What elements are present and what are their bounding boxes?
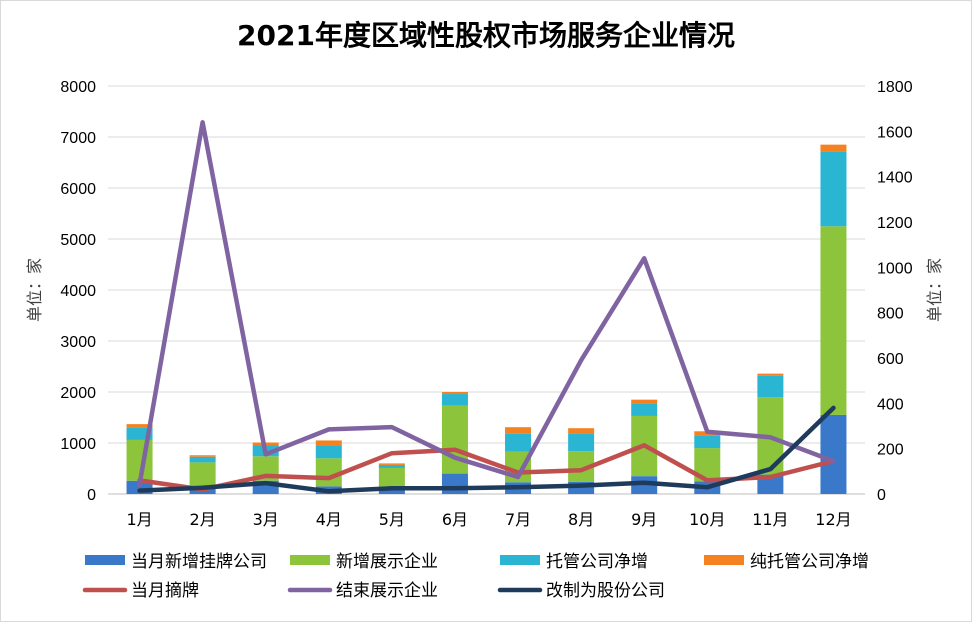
- y-left-tick-label: 8000: [60, 79, 96, 96]
- x-tick-label: 4月: [316, 510, 342, 529]
- legend-swatch: [704, 555, 744, 565]
- x-tick-label: 9月: [631, 510, 657, 529]
- legend-swatch: [85, 555, 125, 565]
- bar-segment: [505, 427, 532, 434]
- x-tick-label: 5月: [379, 510, 405, 529]
- x-tick-label: 6月: [442, 510, 468, 529]
- x-tick-label: 11月: [752, 510, 788, 529]
- y-right-tick-label: 200: [877, 442, 904, 459]
- bar-segment: [757, 373, 784, 376]
- legend-swatch: [500, 555, 540, 565]
- y-left-tick-label: 7000: [60, 130, 96, 147]
- bar-segment: [378, 467, 405, 488]
- bar-segment: [568, 433, 595, 452]
- bar-segment: [694, 435, 721, 449]
- legend-label: 当月新增挂牌公司: [131, 552, 267, 572]
- bar-segment: [820, 414, 847, 494]
- y-right-tick-label: 600: [877, 351, 904, 368]
- x-tick-label: 10月: [689, 510, 725, 529]
- bar-segment: [189, 456, 216, 463]
- legend-label: 当月摘牌: [131, 581, 199, 601]
- y-left-tick-label: 4000: [60, 283, 96, 300]
- bar-segment: [441, 473, 468, 494]
- bar-segment: [631, 399, 658, 404]
- chart-title: 2021年度区域性股权市场服务企业情况: [237, 19, 735, 52]
- line-series: [137, 120, 836, 488]
- y-right-tick-label: 1000: [877, 260, 913, 277]
- bar-segment: [441, 392, 468, 395]
- bar-segment: [189, 455, 216, 457]
- line-series: [137, 405, 836, 494]
- x-tick-label: 7月: [505, 510, 531, 529]
- x-tick-label: 3月: [253, 510, 279, 529]
- y-right-tick-label: 1600: [877, 124, 913, 141]
- bar-segment: [378, 487, 405, 494]
- bar-segment: [631, 476, 658, 494]
- y-right-axis-title: 单位：家: [925, 258, 944, 322]
- bar-segment: [441, 405, 468, 474]
- bar-segment: [820, 151, 847, 227]
- bar-segment: [568, 428, 595, 434]
- bar-segment: [378, 464, 405, 468]
- legend-label: 结束展示企业: [336, 581, 438, 601]
- legend-label: 纯托管公司净增: [750, 552, 869, 572]
- legend-label: 新增展示企业: [336, 552, 438, 572]
- bar-segment: [820, 144, 847, 152]
- x-tick-label: 12月: [815, 510, 851, 529]
- y-left-tick-label: 1000: [60, 436, 96, 453]
- x-tick-label: 2月: [190, 510, 216, 529]
- y-left-tick-label: 3000: [60, 334, 96, 351]
- x-tick-label: 1月: [126, 510, 152, 529]
- bar-segment: [315, 445, 342, 459]
- bar-segment: [505, 433, 532, 452]
- line-series: [137, 443, 836, 492]
- y-left-tick-label: 2000: [60, 385, 96, 402]
- legend-label: 改制为股份公司: [546, 581, 665, 601]
- y-right-tick-label: 800: [877, 306, 904, 323]
- bar-segment: [315, 440, 342, 446]
- y-left-axis-title: 单位：家: [25, 258, 44, 322]
- x-tick-label: 8月: [568, 510, 594, 529]
- y-left-tick-label: 6000: [60, 181, 96, 198]
- bar-segment: [378, 463, 405, 465]
- bar-segment: [126, 424, 153, 428]
- bar-segment: [631, 403, 658, 416]
- y-right-tick-label: 1400: [877, 170, 913, 187]
- y-right-tick-label: 400: [877, 396, 904, 413]
- bar-segment: [189, 462, 216, 489]
- legend-label: 托管公司净增: [546, 552, 648, 572]
- y-left-tick-label: 5000: [60, 232, 96, 249]
- y-right-tick-label: 0: [877, 487, 886, 504]
- y-left-tick-label: 0: [87, 487, 96, 504]
- y-right-tick-label: 1800: [877, 79, 913, 96]
- bar-segment: [441, 394, 468, 406]
- bar-segment: [757, 375, 784, 398]
- legend-swatch: [290, 555, 330, 565]
- y-right-tick-label: 1200: [877, 215, 913, 232]
- bar-segment: [820, 226, 847, 415]
